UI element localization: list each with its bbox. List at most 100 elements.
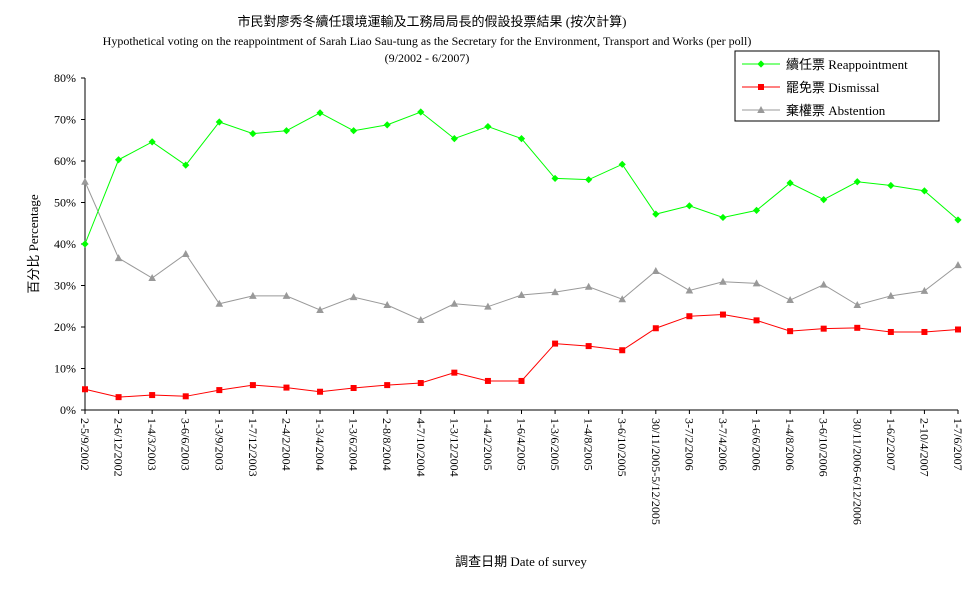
data-point-reappointment bbox=[752, 206, 761, 214]
y-tick-labels: 0% 10% 20% 30% 40% 50% 60% 70% 80% bbox=[54, 71, 76, 417]
data-point-reappointment bbox=[920, 187, 929, 195]
y-tick-label: 10% bbox=[54, 362, 76, 376]
x-tick-label: 1-7/12/2003 bbox=[246, 418, 260, 477]
series-line-dismissal bbox=[84, 314, 959, 398]
data-point-reappointment bbox=[81, 240, 89, 248]
data-point-reappointment bbox=[551, 174, 559, 183]
x-tick-label: 2-10/4/2007 bbox=[917, 418, 931, 477]
data-point-abstention bbox=[282, 291, 291, 299]
data-point-reappointment bbox=[719, 213, 727, 222]
x-tick-label: 3-6/6/2003 bbox=[179, 418, 193, 471]
x-tick-label: 3-6/10/2006 bbox=[817, 418, 831, 477]
data-point-dismissal bbox=[518, 377, 525, 384]
y-tick-label: 40% bbox=[54, 237, 76, 251]
data-point-dismissal bbox=[384, 382, 391, 389]
x-tick-label: 3-6/10/2005 bbox=[615, 418, 629, 477]
data-point-reappointment bbox=[417, 108, 425, 116]
x-tick-label: 1-4/8/2005 bbox=[582, 418, 596, 471]
data-point-dismissal bbox=[887, 328, 894, 335]
x-tick-label: 1-3/12/2004 bbox=[447, 418, 461, 477]
data-point-dismissal bbox=[484, 377, 491, 384]
data-point-abstention bbox=[652, 266, 660, 274]
data-point-abstention bbox=[148, 274, 156, 282]
y-tick-label: 60% bbox=[54, 154, 76, 168]
data-point-dismissal bbox=[317, 388, 324, 395]
series-abstention bbox=[81, 177, 962, 323]
data-point-reappointment bbox=[618, 160, 626, 168]
data-point-dismissal bbox=[955, 326, 961, 333]
data-point-abstention bbox=[416, 315, 425, 323]
data-point-abstention bbox=[450, 299, 459, 307]
legend-label-reappointment: 續任票 Reappointment bbox=[786, 57, 908, 72]
data-point-abstention bbox=[551, 288, 559, 296]
data-point-reappointment bbox=[652, 210, 660, 218]
x-tick-label: 2-4/2/2004 bbox=[279, 418, 293, 471]
data-point-abstention bbox=[484, 302, 492, 310]
data-point-reappointment bbox=[685, 202, 693, 210]
x-tick-label: 1-6/6/2006 bbox=[750, 418, 764, 471]
x-tick-label: 2-5/9/2002 bbox=[78, 418, 92, 471]
data-point-dismissal bbox=[921, 328, 928, 335]
legend-box bbox=[734, 50, 940, 122]
data-point-abstention bbox=[114, 254, 123, 262]
data-point-abstention bbox=[349, 293, 358, 301]
legend-label-dismissal: 罷免票 Dismissal bbox=[786, 80, 880, 95]
y-tick-label: 20% bbox=[54, 320, 76, 334]
data-point-dismissal bbox=[350, 385, 357, 392]
data-point-dismissal bbox=[283, 384, 290, 391]
x-tick-label: 1-6/4/2005 bbox=[515, 418, 529, 471]
x-tick-label: 1-3/4/2004 bbox=[313, 418, 327, 471]
data-point-abstention bbox=[383, 301, 391, 309]
x-tick-label: 1-6/2/2007 bbox=[884, 418, 898, 471]
chart-period: (9/2002 - 6/2007) bbox=[385, 51, 470, 65]
data-point-reappointment bbox=[887, 181, 895, 190]
data-point-reappointment bbox=[585, 176, 593, 184]
data-point-dismissal bbox=[82, 386, 88, 393]
data-point-reappointment bbox=[450, 134, 458, 143]
data-point-abstention bbox=[819, 280, 828, 288]
data-point-dismissal bbox=[619, 347, 626, 354]
data-point-reappointment bbox=[853, 178, 861, 186]
data-point-abstention bbox=[719, 277, 727, 285]
series-line-reappointment bbox=[84, 111, 959, 245]
data-point-abstention bbox=[853, 301, 862, 309]
data-point-dismissal bbox=[585, 343, 592, 350]
x-tick-label: 3-7/2/2006 bbox=[682, 418, 696, 471]
data-point-reappointment bbox=[350, 127, 358, 135]
legend: 續任票 Reappointment 罷免票 Dismissal 棄權票 Absten… bbox=[734, 50, 940, 122]
chart-title: 市民對廖秀冬續任環境運輸及工務局局長的假設投票結果 (按次計算) bbox=[238, 14, 627, 29]
data-point-reappointment bbox=[316, 109, 324, 117]
data-point-reappointment bbox=[215, 118, 223, 126]
data-point-abstention bbox=[920, 286, 929, 294]
x-tick-label: 4-7/10/2004 bbox=[414, 418, 428, 477]
x-tick-label: 1-4/2/2005 bbox=[481, 418, 495, 471]
x-tick-label: 1-4/3/2003 bbox=[145, 418, 159, 471]
x-tick-label: 1-3/6/2004 bbox=[347, 418, 361, 471]
data-point-abstention bbox=[887, 291, 895, 299]
series-reappointment bbox=[81, 108, 962, 248]
data-point-dismissal bbox=[820, 325, 827, 332]
x-tick-label: 2-6/12/2002 bbox=[112, 418, 126, 477]
data-point-dismissal bbox=[451, 369, 458, 376]
x-tick-labels: 2-5/9/2002 2-6/12/2002 1-4/3/2003 3-6/6/200… bbox=[78, 418, 965, 525]
data-point-abstention bbox=[685, 286, 694, 294]
data-point-dismissal bbox=[149, 392, 156, 399]
data-point-reappointment bbox=[114, 156, 123, 164]
legend-label-abstention: 棄權票 Abstention bbox=[786, 103, 886, 118]
legend-marker-reappointment bbox=[757, 60, 765, 68]
data-point-reappointment bbox=[820, 195, 828, 204]
data-point-abstention bbox=[181, 249, 190, 257]
chart-subtitle: Hypothetical voting on the reappointment… bbox=[103, 34, 752, 48]
x-tick-label: 1-3/6/2005 bbox=[548, 418, 562, 471]
x-tick-label: 30/11/2006-6/12/2006 bbox=[850, 418, 864, 525]
legend-marker-dismissal bbox=[758, 84, 764, 90]
y-tick-label: 70% bbox=[54, 113, 76, 127]
data-point-abstention bbox=[81, 177, 89, 185]
series-line-abstention bbox=[84, 181, 959, 321]
data-point-dismissal bbox=[216, 387, 223, 394]
data-point-reappointment bbox=[383, 121, 391, 129]
data-point-reappointment bbox=[282, 127, 291, 135]
x-tick-label: 30/11/2005-5/12/2005 bbox=[649, 418, 663, 525]
x-axis-label: 調查日期 Date of survey bbox=[455, 554, 587, 569]
